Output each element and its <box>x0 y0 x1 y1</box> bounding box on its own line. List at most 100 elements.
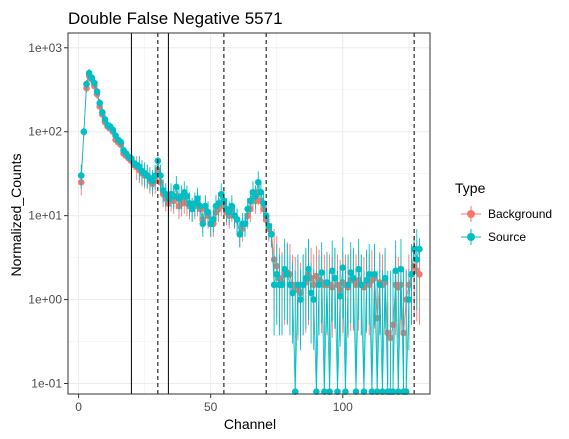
data-point <box>334 388 341 395</box>
data-point <box>416 271 423 278</box>
data-point <box>289 289 296 297</box>
x-tick-label: 50 <box>204 400 218 414</box>
data-point <box>408 271 415 278</box>
data-point <box>397 265 405 273</box>
data-point <box>215 200 222 207</box>
y-tick-label: 1e-01 <box>31 377 62 391</box>
data-point <box>371 271 378 278</box>
data-point <box>260 200 267 207</box>
data-point <box>318 269 325 276</box>
data-point <box>117 138 125 146</box>
data-point <box>151 172 159 179</box>
data-point <box>173 183 180 191</box>
data-point <box>344 281 352 289</box>
legend-label: Source <box>488 230 526 244</box>
y-tick-label: 1e+03 <box>28 41 62 55</box>
data-point <box>328 267 336 275</box>
data-point <box>410 245 418 253</box>
data-point <box>294 281 302 289</box>
data-point <box>196 202 204 210</box>
data-point <box>220 197 228 205</box>
data-point <box>149 177 156 185</box>
data-point <box>183 193 191 200</box>
data-point <box>217 190 225 198</box>
data-point <box>379 388 386 395</box>
data-point <box>360 388 368 395</box>
data-point <box>202 202 209 210</box>
legend-title: Type <box>455 180 486 196</box>
data-point <box>402 388 410 395</box>
data-point <box>265 222 273 230</box>
data-point <box>373 388 381 395</box>
data-point <box>99 109 106 116</box>
data-point <box>281 265 288 273</box>
data-point <box>381 274 389 282</box>
data-point <box>365 271 373 278</box>
data-point <box>389 388 397 395</box>
data-point <box>236 230 244 238</box>
data-point <box>77 172 85 179</box>
data-point <box>186 200 193 207</box>
data-point <box>342 388 349 395</box>
data-point <box>270 281 278 289</box>
data-point <box>284 271 291 278</box>
data-point <box>80 128 88 136</box>
data-point <box>405 296 413 303</box>
data-point <box>257 188 265 196</box>
data-point <box>273 271 281 278</box>
data-point <box>326 388 333 395</box>
data-point <box>91 79 98 87</box>
data-point <box>313 388 320 395</box>
data-point <box>191 200 199 207</box>
data-point <box>347 269 355 276</box>
data-point <box>268 230 275 238</box>
data-point <box>225 208 233 216</box>
data-point <box>210 216 217 223</box>
data-point <box>310 296 318 303</box>
data-point <box>83 80 90 88</box>
data-point <box>394 388 402 395</box>
x-axis-title: Channel <box>224 416 276 432</box>
data-point <box>363 276 370 284</box>
legend-key-point <box>467 233 475 241</box>
data-point <box>368 388 376 395</box>
data-point <box>350 274 357 282</box>
data-point <box>252 193 259 200</box>
data-point <box>247 197 254 205</box>
data-point <box>315 281 323 289</box>
data-point <box>297 296 304 303</box>
legend-label: Background <box>488 207 552 221</box>
data-point <box>323 279 331 286</box>
data-point <box>357 281 365 289</box>
legend-item-source: Source <box>461 229 526 245</box>
data-point <box>291 388 299 395</box>
data-point <box>241 220 249 228</box>
data-point <box>188 205 196 213</box>
data-point <box>194 195 201 202</box>
legend-item-background: Background <box>461 206 552 222</box>
data-point <box>199 220 207 228</box>
data-point <box>170 193 177 200</box>
plot-border <box>67 32 431 395</box>
data-point <box>109 126 117 134</box>
data-point <box>413 256 421 263</box>
y-axis-title: Normalized_Counts <box>8 154 24 277</box>
data-point <box>101 116 109 123</box>
data-point <box>228 202 236 210</box>
data-point <box>307 289 315 297</box>
data-point <box>339 264 347 271</box>
data-point <box>352 388 360 395</box>
data-point <box>278 281 286 289</box>
data-point <box>336 292 344 300</box>
data-point <box>331 274 339 282</box>
y-tick-label: 1e+01 <box>28 209 62 223</box>
x-tick-label: 100 <box>333 400 353 414</box>
data-point <box>416 245 423 253</box>
y-tick-label: 1e+02 <box>28 125 62 139</box>
data-point <box>299 281 307 289</box>
data-point <box>96 99 104 107</box>
data-point <box>321 388 328 395</box>
legend: Type Background Source <box>455 180 552 245</box>
data-point <box>392 267 399 275</box>
